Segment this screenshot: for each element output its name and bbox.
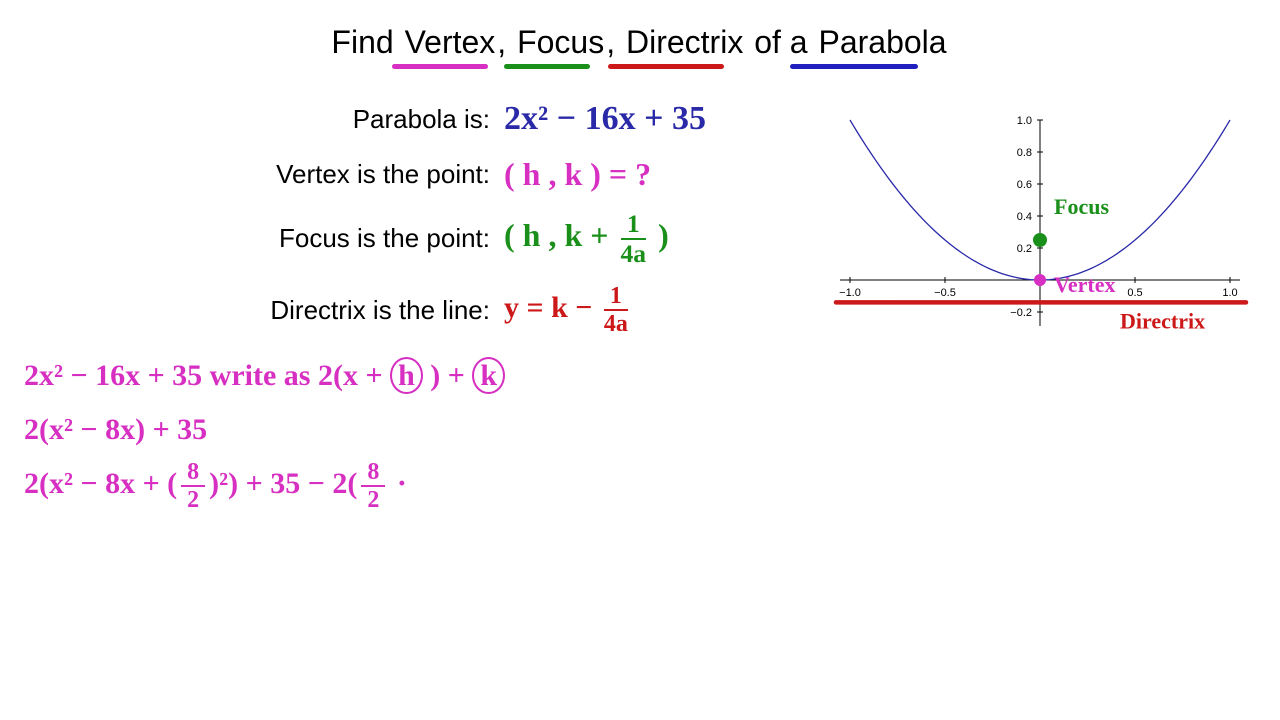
svg-text:Directrix: Directrix — [1120, 308, 1205, 333]
parabola-chart: −1.0 −0.5 0.5 1.0 −0.2 0.2 0.4 0.6 0.8 1.0 Focus Ve… — [830, 80, 1260, 360]
title-underline-0 — [392, 64, 488, 69]
title-pre: Find — [331, 24, 402, 60]
work-line-2: 2(x² − 8x) + 35 — [24, 406, 505, 454]
directrix-fraction: 14a — [604, 284, 628, 336]
directrix-eq-prefix: y = k − — [504, 291, 600, 324]
focus-eq-suffix: ) — [650, 217, 669, 253]
title-word-vertex: Vertex — [403, 24, 498, 61]
focus-row: Focus is the point: ( h , k + 14a ) — [200, 211, 706, 266]
svg-text:0.5: 0.5 — [1127, 287, 1142, 299]
title-underline-1 — [504, 64, 590, 69]
title-underline-3 — [790, 64, 918, 69]
focus-eq: ( h , k + 14a ) — [504, 211, 669, 266]
title-word-parabola: Parabola — [816, 24, 948, 61]
title-underlines — [0, 64, 1280, 76]
parabola-eq: 2x² − 16x + 35 — [504, 100, 706, 138]
vertex-label: Vertex is the point: — [200, 159, 504, 190]
svg-text:Vertex: Vertex — [1054, 272, 1116, 297]
page-title: Find Vertex, Focus, Directrix of a Parab… — [0, 24, 1280, 61]
svg-text:Focus: Focus — [1054, 194, 1109, 219]
vertex-eq: ( h , k ) = ? — [504, 156, 651, 193]
definitions-block: Parabola is: 2x² − 16x + 35 Vertex is th… — [200, 100, 706, 354]
focus-eq-prefix: ( h , k + — [504, 217, 616, 253]
svg-text:−0.5: −0.5 — [934, 287, 956, 299]
work-line-3: 2(x² − 8x + (82)²) + 35 − 2(82 · — [24, 460, 505, 512]
svg-text:0.6: 0.6 — [1017, 179, 1032, 191]
svg-text:−0.2: −0.2 — [1010, 307, 1032, 319]
title-underline-2 — [608, 64, 724, 69]
svg-text:0.8: 0.8 — [1017, 147, 1032, 159]
vertex-row: Vertex is the point: ( h , k ) = ? — [200, 156, 706, 193]
circled-h: h — [390, 357, 423, 394]
circled-k: k — [472, 357, 505, 394]
title-sep2: , — [606, 24, 624, 60]
title-word-directrix: Directrix — [624, 24, 745, 61]
chart-svg: −1.0 −0.5 0.5 1.0 −0.2 0.2 0.4 0.6 0.8 1.0 Focus Ve… — [830, 80, 1260, 360]
parabola-label: Parabola is: — [200, 104, 504, 135]
directrix-row: Directrix is the line: y = k − 14a — [200, 284, 706, 336]
directrix-label: Directrix is the line: — [200, 295, 504, 326]
svg-text:1.0: 1.0 — [1222, 287, 1237, 299]
svg-text:0.2: 0.2 — [1017, 243, 1032, 255]
svg-text:0.4: 0.4 — [1017, 211, 1032, 223]
directrix-eq: y = k − 14a — [504, 284, 632, 336]
svg-text:−1.0: −1.0 — [839, 287, 861, 299]
worked-steps: 2x² − 16x + 35 write as 2(x + h ) + k 2(… — [24, 352, 505, 518]
focus-fraction: 14a — [620, 211, 646, 266]
title-word-focus: Focus — [515, 24, 606, 61]
title-mid: of a — [745, 24, 816, 60]
title-sep1: , — [497, 24, 515, 60]
svg-text:1.0: 1.0 — [1017, 115, 1032, 127]
parabola-row: Parabola is: 2x² − 16x + 35 — [200, 100, 706, 138]
focus-label: Focus is the point: — [200, 223, 504, 254]
work-line-1: 2x² − 16x + 35 write as 2(x + h ) + k — [24, 352, 505, 400]
